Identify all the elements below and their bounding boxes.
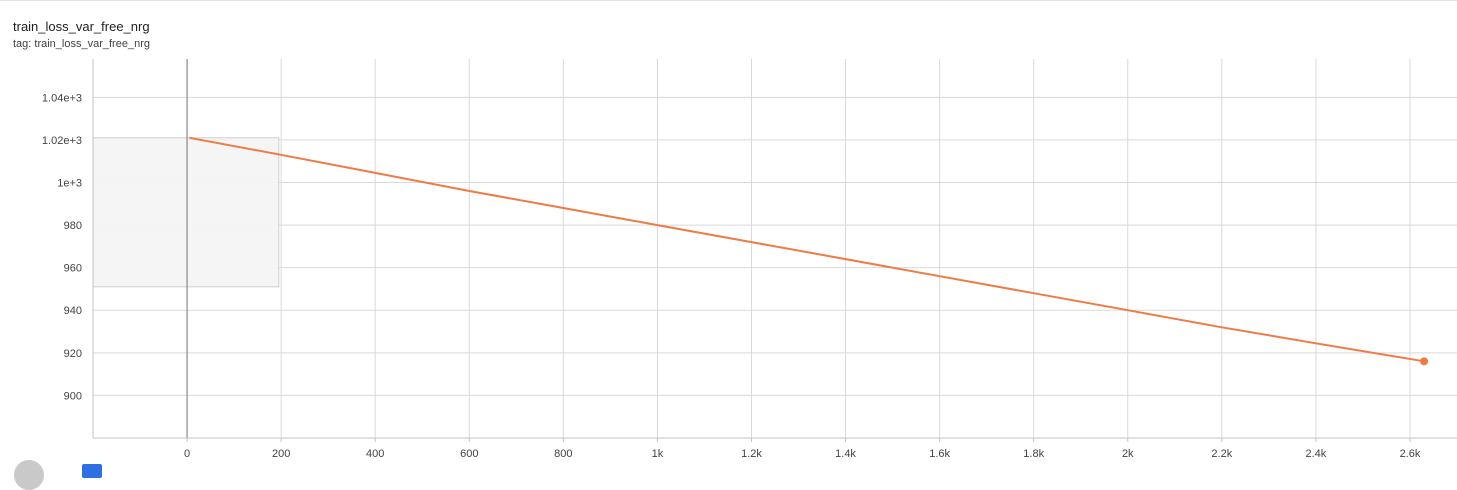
chart-card-tag: tag: train_loss_var_free_nrg [13, 38, 150, 50]
checkbox-icon[interactable] [82, 464, 102, 478]
y-tick-label: 920 [64, 348, 82, 360]
x-tick-label: 400 [366, 448, 384, 460]
x-tick-label: 200 [272, 448, 290, 460]
x-tick-label: 0 [184, 448, 190, 460]
x-tick-label: 1.8k [1023, 448, 1044, 460]
y-tick-label: 960 [64, 263, 82, 275]
x-tick-label: 1k [652, 448, 664, 460]
series-line [189, 136, 1425, 363]
y-tick-label: 1.04e+3 [42, 92, 82, 104]
x-tick-label: 2.2k [1211, 448, 1232, 460]
x-tick-labels: 0 200 400 600 800 1k 1.2k 1.4k 1.6k 1.8k 2k 2.2k 2.4… [184, 448, 1421, 460]
chart-axes [92, 59, 1457, 442]
y-tick-labels: 900 920 940 960 980 1e+3 1.02e+3 1.04e+3 [42, 92, 82, 402]
y-tick-label: 940 [64, 305, 82, 317]
x-tick-label: 1.2k [741, 448, 762, 460]
x-tick-label: 2.6k [1400, 448, 1421, 460]
zoom-selection-box [92, 137, 280, 288]
y-tick-label: 1.02e+3 [42, 135, 82, 147]
x-tick-label: 1.4k [835, 448, 856, 460]
y-tick-label: 980 [64, 220, 82, 232]
circle-button-icon[interactable] [14, 460, 44, 490]
x-tick-label: 2k [1122, 448, 1134, 460]
x-tick-label: 2.4k [1305, 448, 1326, 460]
x-tick-label: 1.6k [929, 448, 950, 460]
line-chart[interactable]: 0 200 400 600 800 1k 1.2k 1.4k 1.6k 1.8k 2k 2.2k 2.4… [0, 0, 1457, 468]
chart-series [189, 136, 1429, 366]
top-divider [0, 0, 1457, 1]
y-tick-label: 900 [64, 390, 82, 402]
x-tick-label: 600 [460, 448, 478, 460]
chart-grid [93, 59, 1457, 438]
y-tick-label: 1e+3 [57, 177, 82, 189]
highlight-box-group [92, 137, 280, 288]
chart-card-title: train_loss_var_free_nrg [13, 19, 150, 34]
series-end-point [1420, 357, 1429, 366]
x-tick-label: 800 [554, 448, 572, 460]
